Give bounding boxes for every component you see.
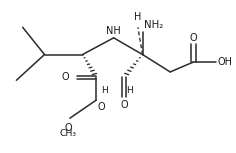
- Text: O: O: [61, 72, 69, 82]
- Text: O: O: [65, 123, 72, 134]
- Text: NH₂: NH₂: [144, 19, 163, 30]
- Text: O: O: [190, 33, 197, 43]
- Text: NH: NH: [106, 26, 121, 36]
- Text: H: H: [101, 86, 108, 95]
- Text: H: H: [126, 86, 133, 95]
- Text: H: H: [134, 12, 142, 22]
- Text: O: O: [97, 102, 105, 112]
- Text: OH: OH: [217, 57, 232, 67]
- Text: O: O: [120, 100, 128, 110]
- Text: CH₃: CH₃: [59, 129, 76, 138]
